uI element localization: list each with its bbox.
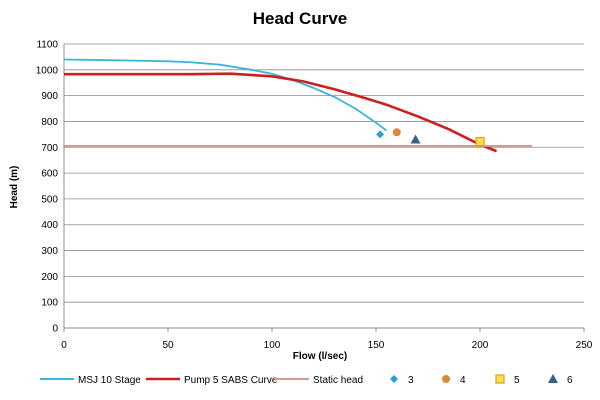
gridlines	[64, 43, 584, 303]
y-tick-label: 200	[41, 272, 58, 283]
data-point-marker	[392, 128, 401, 137]
legend-label: Static head	[313, 375, 363, 386]
y-tick-label: 0	[52, 324, 58, 335]
data-series	[63, 58, 532, 153]
series-line	[63, 58, 387, 132]
legend-label: 3	[408, 375, 414, 386]
y-tick-label: 600	[41, 169, 58, 180]
legend-swatch	[548, 374, 558, 383]
data-point-marker	[376, 130, 385, 139]
y-tick-label: 900	[41, 91, 58, 102]
legend: MSJ 10 Stage Pump 5 SABS Curve Static head…	[40, 374, 573, 386]
series-0	[63, 58, 387, 132]
legend-item: 6	[548, 374, 573, 386]
legend-item: MSJ 10 Stage	[40, 375, 141, 386]
legend-item: Pump 5 SABS Curve	[146, 375, 278, 386]
x-tick-label: 150	[368, 340, 385, 351]
series-1	[64, 72, 498, 153]
legend-label: 6	[567, 375, 573, 386]
chart-title: Head Curve	[253, 9, 347, 28]
y-tick-label: 1000	[36, 65, 59, 76]
legend-item: 3	[390, 375, 414, 386]
x-tick-label: 200	[472, 340, 489, 351]
series-6	[410, 134, 421, 144]
axes	[63, 44, 585, 332]
y-axis-title: Head (m)	[9, 166, 20, 209]
legend-label: MSJ 10 Stage	[78, 375, 141, 386]
y-tick-label: 800	[41, 117, 58, 128]
legend-item: 4	[442, 375, 466, 386]
legend-label: 4	[460, 375, 466, 386]
legend-item: 5	[495, 374, 520, 386]
y-tick-labels: 0 100 200 300 400 500 600 700 800 900 1000 1100	[36, 40, 59, 335]
x-tick-labels: 0 50 100 150 200 250	[61, 340, 593, 351]
series-4	[392, 128, 401, 137]
x-axis-title: Flow (l/sec)	[293, 351, 347, 362]
legend-swatch	[390, 375, 398, 383]
legend-label: Pump 5 SABS Curve	[184, 375, 278, 386]
x-tick-label: 0	[61, 340, 67, 351]
y-tick-label: 300	[41, 246, 58, 257]
x-tick-label: 100	[264, 340, 281, 351]
legend-item: Static head	[275, 375, 363, 386]
y-tick-label: 1100	[36, 40, 58, 51]
legend-swatch	[495, 374, 505, 384]
series-3	[376, 130, 385, 139]
y-tick-label: 100	[41, 298, 58, 309]
x-tick-label: 50	[162, 340, 174, 351]
series-line	[64, 72, 498, 153]
data-point-marker	[410, 134, 421, 144]
y-tick-label: 400	[41, 220, 58, 231]
legend-swatch	[442, 375, 450, 383]
y-tick-label: 500	[41, 194, 58, 205]
series-5	[475, 136, 485, 147]
data-point-marker	[475, 136, 485, 147]
legend-label: 5	[514, 375, 520, 386]
x-tick-label: 250	[576, 340, 593, 351]
y-tick-label: 700	[41, 143, 58, 154]
